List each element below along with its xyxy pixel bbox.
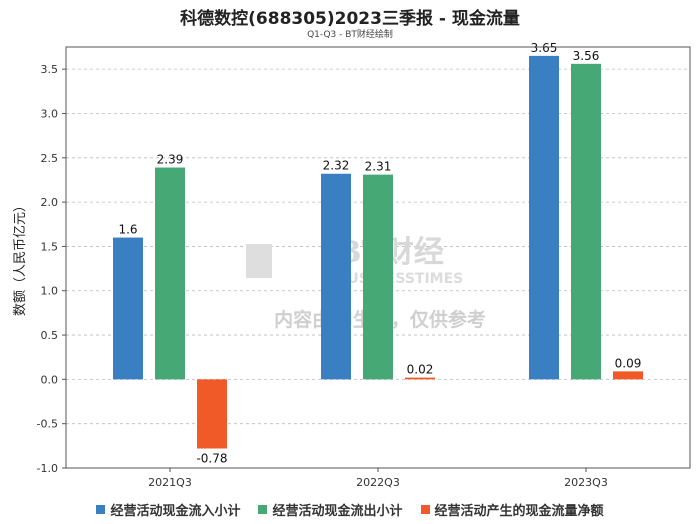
legend-swatch-net	[420, 505, 430, 514]
bar[interactable]	[613, 371, 643, 380]
data-label: 2.39	[157, 153, 184, 167]
legend-item-inflow[interactable]: 经营活动现金流入小计	[96, 500, 240, 519]
data-label: 1.6	[118, 223, 137, 237]
watermark-logo-sub: BUSINESSTIMES	[337, 271, 464, 287]
data-label: 3.65	[531, 41, 558, 55]
y-tick-label: 3.0	[41, 107, 59, 120]
legend-swatch-inflow	[96, 505, 106, 514]
x-tick-label: 2022Q3	[356, 476, 400, 489]
data-label: 2.32	[323, 159, 350, 173]
legend-label-net: 经营活动产生的现金流量净额	[434, 504, 604, 519]
chart-legend: 经营活动现金流入小计 经营活动现金流出小计 经营活动产生的现金流量净额	[0, 500, 700, 519]
bar[interactable]	[363, 174, 393, 380]
y-axis-label: 数额（人民币亿元）	[13, 199, 28, 316]
bar[interactable]	[155, 167, 185, 380]
data-label: -0.78	[196, 452, 227, 466]
y-tick-label: 1.0	[41, 285, 59, 298]
y-tick-label: 2.5	[41, 152, 59, 165]
y-tick-label: 1.5	[41, 240, 59, 253]
bar[interactable]	[405, 377, 435, 380]
legend-item-outflow[interactable]: 经营活动现金流出小计	[258, 500, 403, 519]
x-tick-label: 2021Q3	[148, 476, 192, 489]
data-label: 2.31	[365, 160, 392, 174]
data-label: 0.09	[615, 356, 642, 370]
legend-item-net[interactable]: 经营活动产生的现金流量净额	[420, 500, 604, 519]
bar[interactable]	[571, 63, 601, 380]
chart-subtitle: Q1-Q3 - BT财经绘制	[307, 30, 393, 40]
y-tick-label: 0.5	[41, 329, 59, 342]
y-tick-label: 3.5	[41, 63, 59, 76]
bar[interactable]	[321, 173, 351, 380]
y-tick-label: 0.0	[41, 373, 59, 386]
x-tick-label: 2023Q3	[564, 476, 608, 489]
watermark-logo-mark	[246, 244, 272, 278]
chart-title: 科德数控(688305)2023三季报 - 现金流量	[180, 9, 520, 29]
y-tick-label: -1.0	[37, 462, 58, 475]
data-label: 0.02	[407, 363, 434, 377]
bar[interactable]	[197, 379, 227, 449]
bar[interactable]	[113, 237, 143, 380]
legend-label-outflow: 经营活动现金流出小计	[272, 504, 403, 519]
legend-swatch-outflow	[258, 505, 268, 514]
data-label: 3.56	[573, 49, 600, 63]
y-tick-label: 2.0	[41, 196, 59, 209]
bar[interactable]	[529, 55, 559, 380]
legend-label-inflow: 经营活动现金流入小计	[110, 504, 241, 519]
y-tick-label: -0.5	[37, 418, 58, 431]
